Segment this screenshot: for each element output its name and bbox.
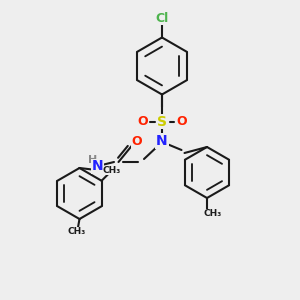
Text: O: O	[137, 115, 148, 128]
Text: S: S	[157, 115, 167, 128]
Text: N: N	[156, 134, 168, 148]
Text: Cl: Cl	[155, 11, 169, 25]
Text: CH₃: CH₃	[203, 209, 221, 218]
Text: N: N	[92, 160, 103, 173]
Text: CH₃: CH₃	[103, 166, 121, 175]
Text: O: O	[176, 115, 187, 128]
Text: CH₃: CH₃	[68, 227, 85, 236]
Text: H: H	[88, 154, 98, 165]
Text: O: O	[131, 135, 142, 148]
